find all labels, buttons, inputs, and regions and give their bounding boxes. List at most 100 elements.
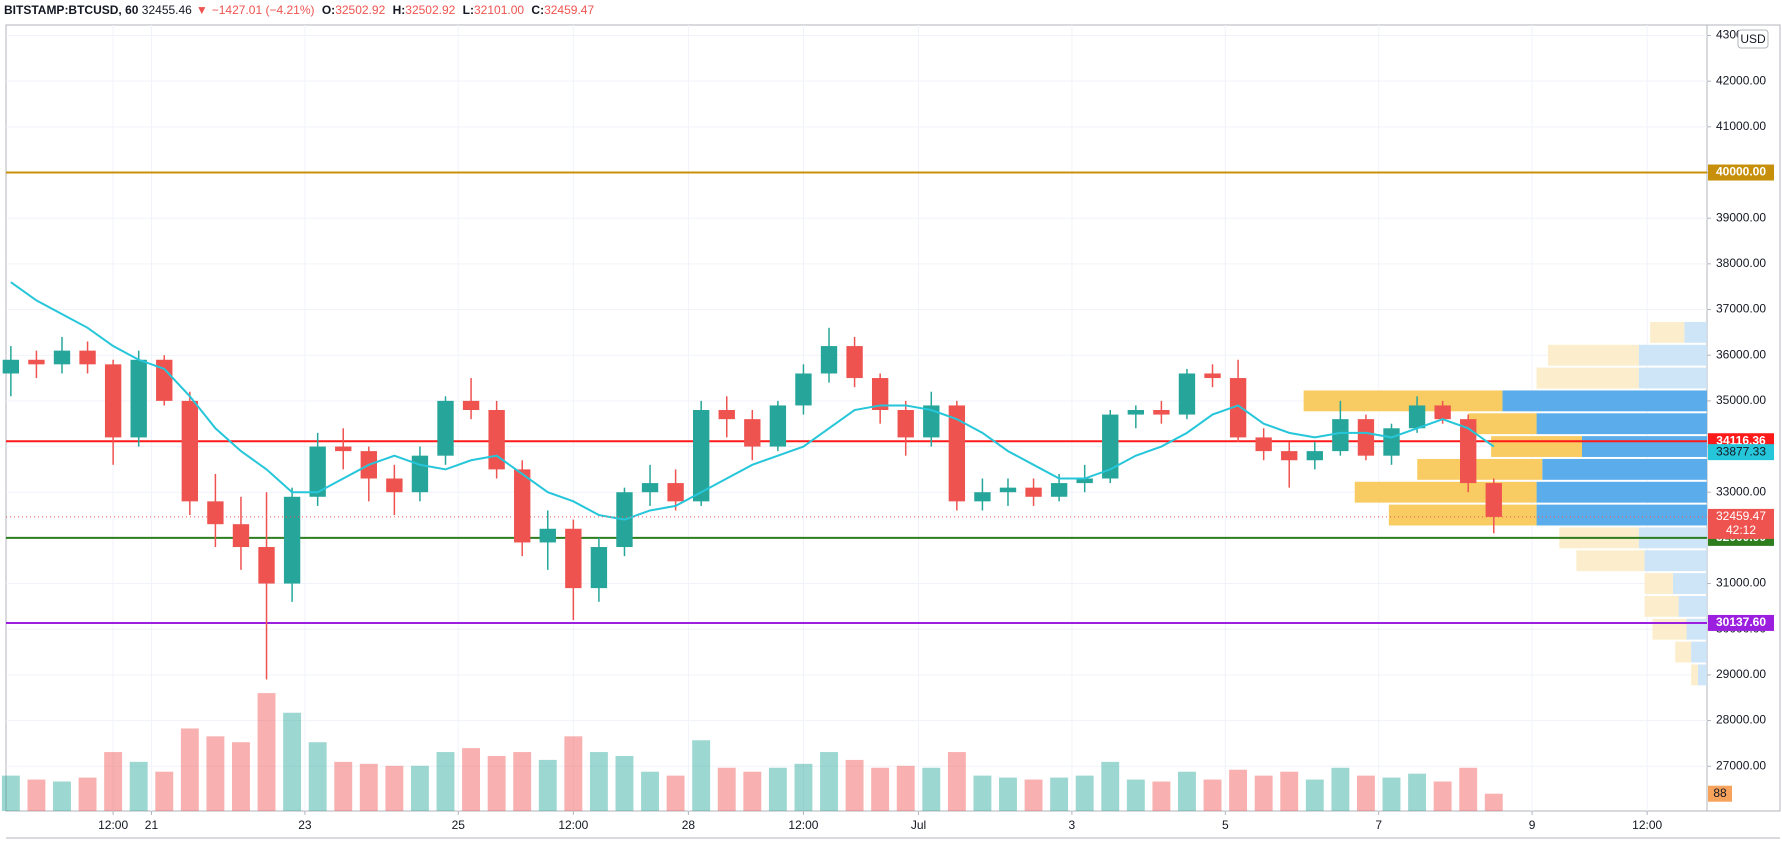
- volume-bar: [692, 740, 711, 811]
- x-tick-label: 12:00: [558, 818, 588, 832]
- candle-body: [641, 483, 659, 493]
- profile-up: [1678, 595, 1707, 617]
- volume-bar: [462, 748, 481, 811]
- candle-body: [1357, 419, 1375, 456]
- profile-up: [1686, 618, 1707, 640]
- volume-bar: [385, 765, 404, 811]
- profile-down: [1652, 618, 1687, 640]
- profile-up: [1582, 436, 1707, 457]
- profile-down: [1388, 504, 1537, 526]
- candle-body: [769, 405, 787, 447]
- price: 32455.46: [141, 3, 192, 17]
- profile-down: [1644, 595, 1679, 617]
- volume-bar: [1382, 777, 1401, 811]
- y-tick-label: 38000.00: [1716, 256, 1766, 270]
- x-tick-label: 5: [1222, 818, 1229, 832]
- volume-bar: [1126, 779, 1145, 811]
- volume-bar: [1254, 775, 1273, 811]
- last-price-box: [1708, 508, 1774, 539]
- volume-bar: [564, 736, 583, 811]
- candle-body: [1102, 414, 1119, 479]
- volume-bar: [820, 752, 838, 811]
- candle-body: [79, 350, 96, 365]
- profile-up: [1638, 367, 1707, 389]
- volume-bar: [334, 761, 353, 811]
- profile-down: [1303, 390, 1503, 412]
- candle-body: [795, 373, 812, 406]
- candle-body: [437, 400, 454, 456]
- o-label: O:: [321, 3, 336, 17]
- candle-body: [974, 492, 991, 502]
- candle-body: [1434, 405, 1451, 420]
- change: −1427.01 (−4.21%): [211, 3, 315, 17]
- volume-bar: [717, 767, 736, 811]
- candle-body: [897, 410, 914, 438]
- level-label: 40000.00: [1716, 165, 1766, 179]
- candle-body: [565, 528, 582, 589]
- volume-bar: [78, 777, 97, 811]
- volume-bar: [1305, 779, 1324, 811]
- profile-down: [1354, 481, 1537, 503]
- profile-down: [1536, 367, 1639, 389]
- candle-body: [1050, 483, 1068, 497]
- volume-bar: [27, 779, 46, 811]
- candle-body: [1153, 410, 1170, 415]
- ma-label-box: [1708, 444, 1774, 461]
- candle-body: [1025, 487, 1042, 497]
- volume-bar: [1229, 769, 1248, 811]
- volume-bar: [922, 767, 941, 811]
- level-label-box: [1708, 164, 1774, 181]
- candle-body: [386, 478, 403, 493]
- level-label: 30137.60: [1716, 615, 1766, 629]
- candle-body: [488, 410, 505, 470]
- candle-body: [2, 359, 20, 374]
- volume-bar: [615, 755, 634, 811]
- x-tick-label: 12:00: [788, 818, 818, 832]
- candle-body: [1076, 478, 1093, 484]
- volume-bar: [666, 775, 685, 811]
- profile-up: [1684, 321, 1707, 343]
- open: 32502.92: [335, 3, 386, 17]
- volume-label: 88: [1713, 786, 1727, 800]
- x-tick-label: 7: [1375, 818, 1382, 832]
- candle-body: [871, 378, 889, 411]
- volume-bar: [871, 767, 890, 811]
- y-tick-label: 41000.00: [1716, 119, 1766, 133]
- y-tick-label: 35000.00: [1716, 393, 1766, 407]
- profile-up: [1542, 458, 1707, 480]
- candle-body: [1229, 378, 1247, 438]
- x-tick-label: 25: [452, 818, 466, 832]
- candle-body: [1255, 437, 1272, 452]
- candle-body: [744, 419, 761, 447]
- profile-down: [1468, 413, 1537, 435]
- candle-body: [232, 524, 250, 548]
- y-tick-label: 39000.00: [1716, 210, 1766, 224]
- candle-body: [718, 410, 735, 420]
- profile-down: [1675, 641, 1692, 663]
- volume-bar: [1050, 777, 1069, 811]
- volume-bar: [180, 728, 199, 811]
- profile-up: [1536, 504, 1707, 526]
- volume-bar: [155, 771, 174, 811]
- candle-body: [309, 446, 326, 497]
- volume-bar: [1459, 767, 1478, 811]
- volume-bar: [53, 781, 71, 811]
- high: 32502.92: [405, 3, 456, 17]
- profile-up: [1536, 481, 1707, 503]
- x-tick-label: 12:00: [1632, 818, 1662, 832]
- volume-bar: [1356, 775, 1375, 811]
- profile-up: [1502, 390, 1707, 412]
- currency-box: [1737, 29, 1769, 49]
- candle-body: [335, 446, 352, 452]
- volume-bar: [845, 759, 864, 811]
- volume-bar: [947, 752, 966, 811]
- volume-bar: [794, 763, 813, 811]
- volume-bar: [232, 742, 250, 811]
- candle-body: [53, 350, 71, 365]
- l-label: L:: [462, 3, 474, 17]
- volume-bar: [1484, 793, 1503, 811]
- candle-body: [283, 496, 301, 584]
- volume-bar: [1331, 767, 1350, 811]
- volume-bar: [1101, 761, 1120, 811]
